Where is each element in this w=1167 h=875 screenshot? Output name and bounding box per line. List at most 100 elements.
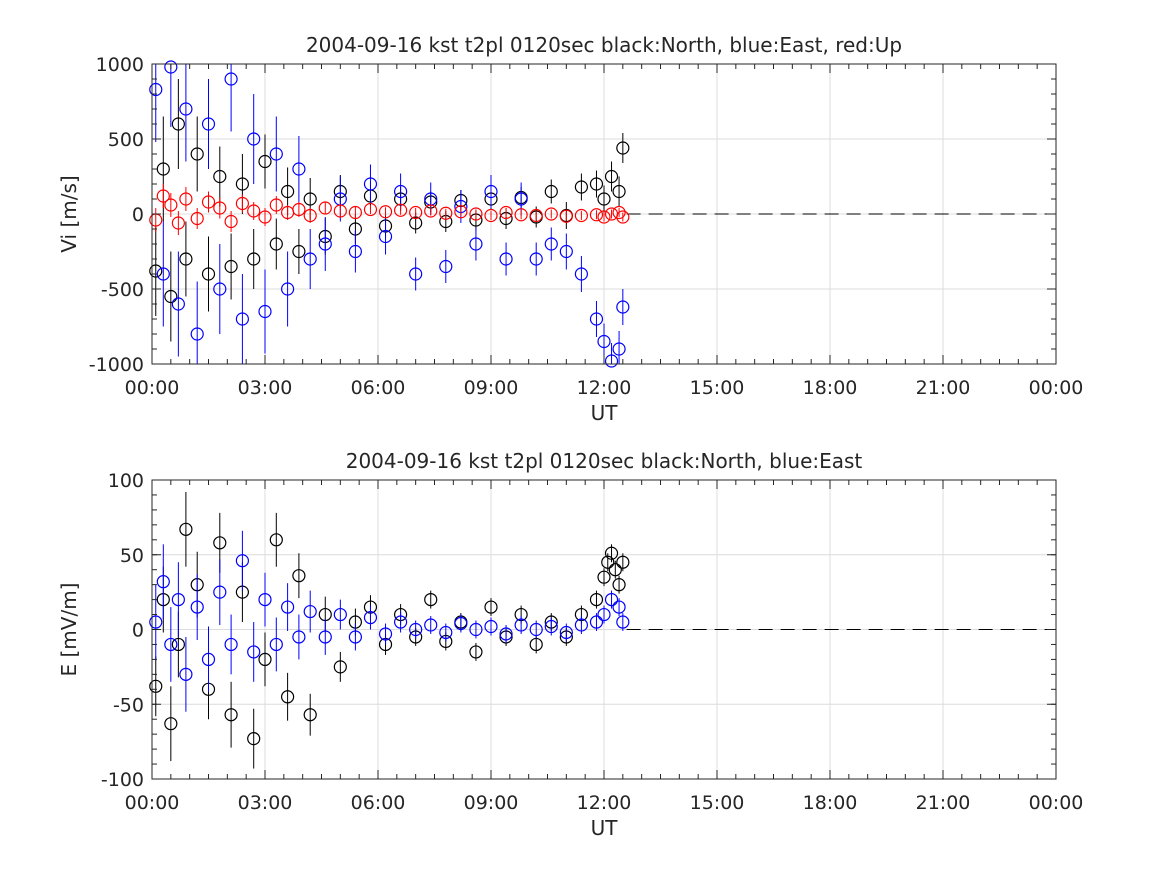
data-point — [514, 618, 528, 632]
y-tick-label: 1000 — [96, 54, 144, 76]
data-point — [179, 102, 193, 116]
data-point — [224, 259, 238, 274]
data-point — [235, 196, 249, 211]
data-point — [589, 208, 604, 222]
grid — [152, 480, 1056, 779]
data-point — [235, 312, 249, 326]
data-point — [179, 522, 193, 536]
x-axis-label: UT — [591, 816, 619, 840]
data-point — [156, 575, 170, 589]
data-point — [409, 622, 423, 637]
x-tick-label: 15:00 — [690, 377, 745, 399]
data-point — [247, 732, 261, 746]
data-point — [514, 208, 528, 222]
x-tick-label: 00:00 — [125, 792, 180, 814]
x-tick-label: 03:00 — [238, 792, 293, 814]
x-axis-label: UT — [591, 401, 619, 425]
data-point — [484, 600, 498, 614]
data-point — [439, 259, 453, 274]
data-point — [190, 327, 204, 341]
data-point — [612, 205, 626, 220]
data-point — [281, 690, 295, 704]
data-point — [269, 533, 283, 547]
data-point — [608, 563, 622, 577]
data-point — [258, 210, 272, 224]
data-point — [499, 205, 513, 220]
data-point — [179, 252, 193, 266]
data-point — [616, 141, 630, 155]
velocity-panel: 2004-09-16 kst t2pl 0120sec black:North,… — [57, 33, 1083, 425]
data-point — [348, 630, 362, 644]
data-point — [604, 592, 619, 607]
data-point — [484, 184, 498, 199]
data-point — [499, 252, 513, 266]
data-point — [190, 211, 204, 226]
data-point — [363, 610, 378, 625]
data-point — [224, 214, 238, 229]
data-point — [281, 282, 295, 296]
data-point — [201, 117, 216, 131]
data-point — [292, 202, 306, 217]
data-point — [574, 180, 589, 194]
y-tick-label: -100 — [101, 769, 144, 791]
data-point — [303, 604, 317, 619]
x-tick-label: 06:00 — [351, 377, 406, 399]
data-point — [529, 208, 543, 223]
x-tick-label: 00:00 — [1029, 792, 1084, 814]
data-point — [574, 267, 589, 281]
data-point — [363, 177, 378, 191]
data-point — [303, 708, 317, 722]
y-tick-label: -500 — [101, 279, 144, 301]
data-point — [149, 264, 163, 278]
data-point — [574, 208, 589, 223]
data-point — [612, 342, 626, 356]
data-point — [529, 622, 543, 637]
data-point — [201, 652, 216, 667]
data-point — [281, 600, 295, 614]
data-point — [258, 592, 272, 607]
data-point — [224, 637, 238, 652]
data-point — [348, 205, 362, 220]
data-point — [469, 207, 483, 221]
x-tick-label: 18:00 — [803, 377, 858, 399]
data-point — [616, 300, 630, 314]
x-tick-label: 00:00 — [125, 377, 180, 399]
data-point — [616, 555, 630, 569]
data-point — [149, 82, 163, 97]
data-point — [559, 209, 573, 223]
axis-ticks: 00:00 03:00 06:00 09:00 12:00 15:00 18:00 21:00… — [89, 54, 1084, 399]
data-point — [258, 652, 272, 667]
data-point — [224, 708, 238, 722]
data-point — [258, 304, 272, 319]
data-point — [409, 205, 423, 220]
data-point — [469, 622, 483, 637]
data-point — [544, 237, 558, 251]
data-point — [292, 569, 306, 583]
data-point — [394, 203, 408, 217]
data-point — [378, 229, 393, 244]
data-point — [469, 237, 483, 251]
data-point — [164, 60, 178, 74]
data-point — [597, 334, 611, 349]
data-point — [378, 627, 393, 641]
y-tick-label: 100 — [108, 470, 144, 492]
data-point — [269, 637, 283, 652]
data-point — [333, 607, 347, 622]
data-point — [171, 592, 185, 607]
data-point — [213, 282, 227, 296]
series-east — [149, 530, 630, 712]
data-point — [235, 177, 249, 191]
data-point — [333, 660, 347, 674]
series-east — [149, 60, 630, 368]
data-point — [224, 72, 238, 86]
data-point — [213, 201, 227, 215]
data-point — [454, 616, 468, 631]
axis-ticks: 00:00 03:00 06:00 09:00 12:00 15:00 18:00 21:00… — [101, 470, 1084, 814]
data-point — [394, 184, 408, 199]
data-point — [597, 570, 611, 584]
data-point — [394, 615, 408, 629]
data-point — [559, 244, 573, 259]
data-point — [616, 210, 630, 224]
x-tick-label: 12:00 — [577, 792, 632, 814]
